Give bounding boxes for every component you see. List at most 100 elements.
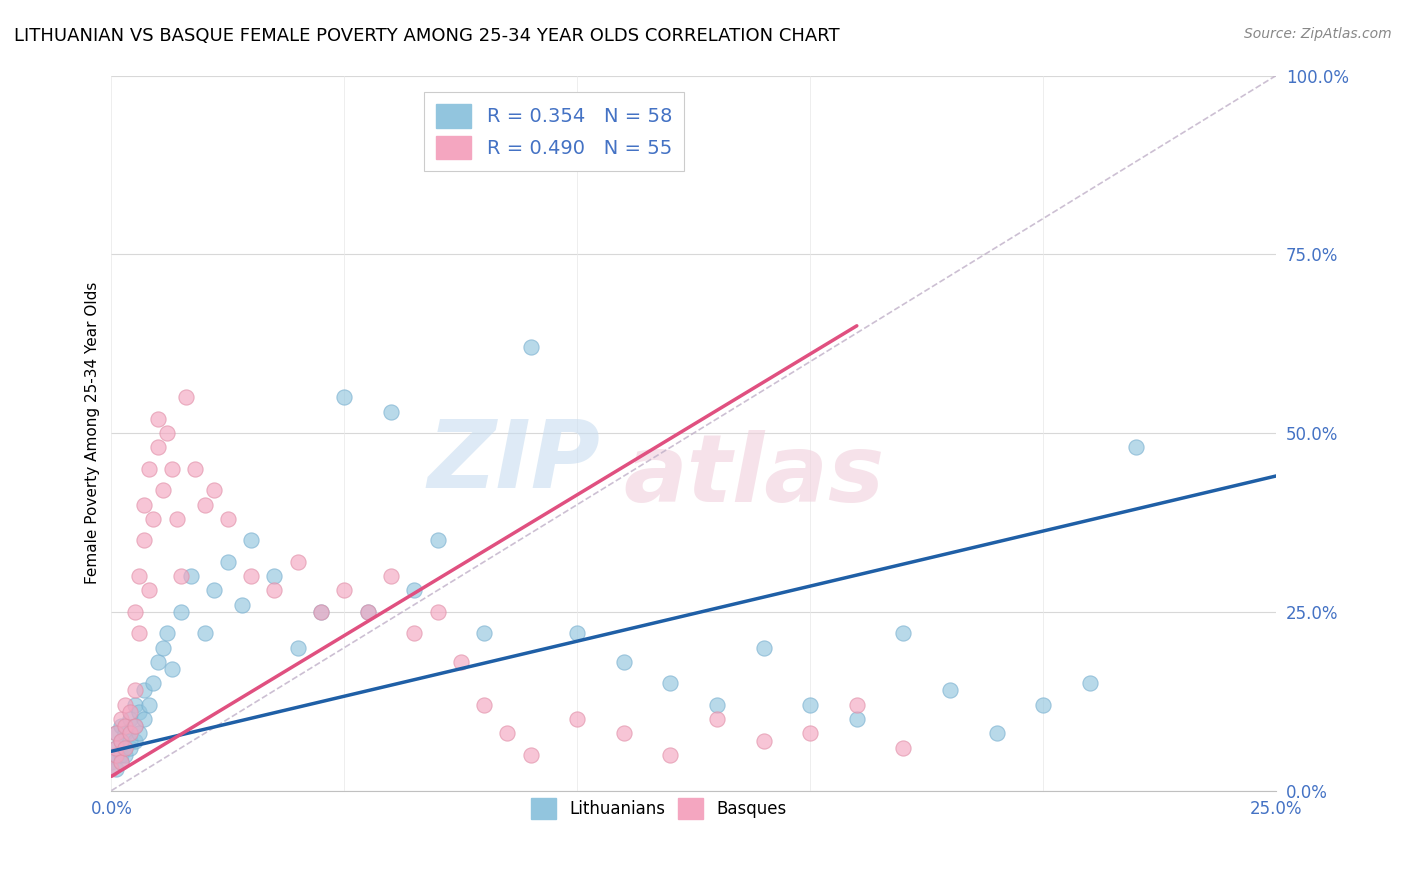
Point [356,605,378,619]
Point [217,512,239,526]
Text: LITHUANIAN VS BASQUE FEMALE POVERTY AMONG 25-34 YEAR OLDS CORRELATION CHART: LITHUANIAN VS BASQUE FEMALE POVERTY AMON… [14,27,839,45]
Point [114,740,136,755]
Point [105,762,128,776]
Point [146,441,169,455]
Point [202,583,225,598]
Point [263,583,285,598]
Point [309,605,332,619]
Point [118,712,141,726]
Point [263,569,285,583]
Point [110,747,132,762]
Point [132,712,155,726]
Point [893,626,915,640]
Point [105,747,128,762]
Point [110,719,132,733]
Legend: Lithuanians, Basques: Lithuanians, Basques [524,791,793,825]
Point [231,598,253,612]
Point [174,390,197,404]
Point [132,533,155,548]
Point [132,498,155,512]
Point [110,733,132,747]
Point [105,726,128,740]
Point [114,740,136,755]
Point [138,583,160,598]
Point [132,683,155,698]
Point [118,705,141,719]
Point [333,583,356,598]
Point [356,605,378,619]
Point [160,462,183,476]
Text: Source: ZipAtlas.com: Source: ZipAtlas.com [1244,27,1392,41]
Point [105,740,128,755]
Point [180,569,202,583]
Point [128,726,150,740]
Point [114,719,136,733]
Point [128,705,150,719]
Point [309,605,332,619]
Point [519,340,541,354]
Point [110,712,132,726]
Point [124,719,146,733]
Point [1078,676,1101,690]
Point [105,747,128,762]
Point [939,683,962,698]
Point [450,655,472,669]
Point [100,755,122,769]
Point [138,698,160,712]
Point [110,755,132,769]
Point [404,626,426,640]
Point [567,626,589,640]
Point [146,655,169,669]
Point [105,726,128,740]
Point [613,655,636,669]
Point [202,483,225,498]
Y-axis label: Female Poverty Among 25-34 Year Olds: Female Poverty Among 25-34 Year Olds [86,282,100,584]
Point [142,512,165,526]
Point [194,626,217,640]
Point [986,726,1008,740]
Point [114,747,136,762]
Point [160,662,183,676]
Point [752,733,775,747]
Point [152,483,174,498]
Text: atlas: atlas [624,430,886,522]
Point [114,726,136,740]
Point [706,698,728,712]
Point [118,740,141,755]
Point [124,683,146,698]
Point [128,569,150,583]
Point [146,411,169,425]
Point [426,533,449,548]
Point [166,512,188,526]
Point [380,404,402,418]
Point [287,555,309,569]
Point [114,698,136,712]
Point [124,605,146,619]
Point [426,605,449,619]
Point [472,698,495,712]
Point [893,740,915,755]
Point [380,569,402,583]
Point [1032,698,1054,712]
Point [519,747,541,762]
Point [613,726,636,740]
Point [124,733,146,747]
Point [105,740,128,755]
Point [799,726,821,740]
Point [138,462,160,476]
Point [659,676,682,690]
Point [170,605,193,619]
Point [118,726,141,740]
Point [100,762,122,776]
Point [752,640,775,655]
Point [124,698,146,712]
Point [142,676,165,690]
Point [194,498,217,512]
Point [706,712,728,726]
Point [567,712,589,726]
Point [124,719,146,733]
Point [333,390,356,404]
Point [287,640,309,655]
Point [845,698,868,712]
Text: ZIP: ZIP [427,416,600,508]
